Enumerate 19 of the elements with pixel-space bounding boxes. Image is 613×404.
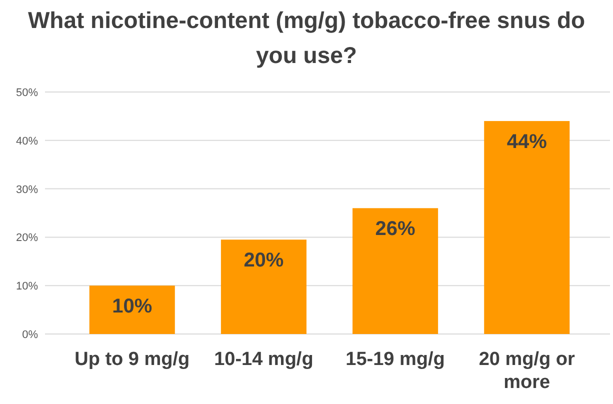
bar: [89, 286, 175, 334]
data-label: 26%: [375, 218, 416, 240]
y-tick-label: 30%: [16, 184, 38, 196]
x-tick-label: 10-14 mg/g: [214, 349, 314, 370]
data-label: 20%: [244, 250, 284, 272]
y-tick-label: 20%: [16, 232, 38, 244]
data-label: 10%: [112, 296, 152, 318]
y-tick-label: 50%: [16, 87, 38, 99]
chart-title: What nicotine-content (mg/g) tobacco-free snus do you use?: [28, 7, 586, 68]
x-tick-label: 20 mg/g or more: [478, 349, 576, 393]
bar: [220, 240, 306, 334]
x-tick-label: Up to 9 mg/g: [74, 349, 190, 370]
x-tick-label: 15-19 mg/g: [346, 349, 445, 370]
bar: [484, 121, 570, 334]
y-tick-label: 10%: [16, 280, 38, 293]
y-tick-label: 40%: [16, 135, 38, 148]
y-tick-label: 0%: [22, 329, 38, 341]
bar: [352, 208, 438, 334]
data-label: 44%: [506, 131, 548, 154]
